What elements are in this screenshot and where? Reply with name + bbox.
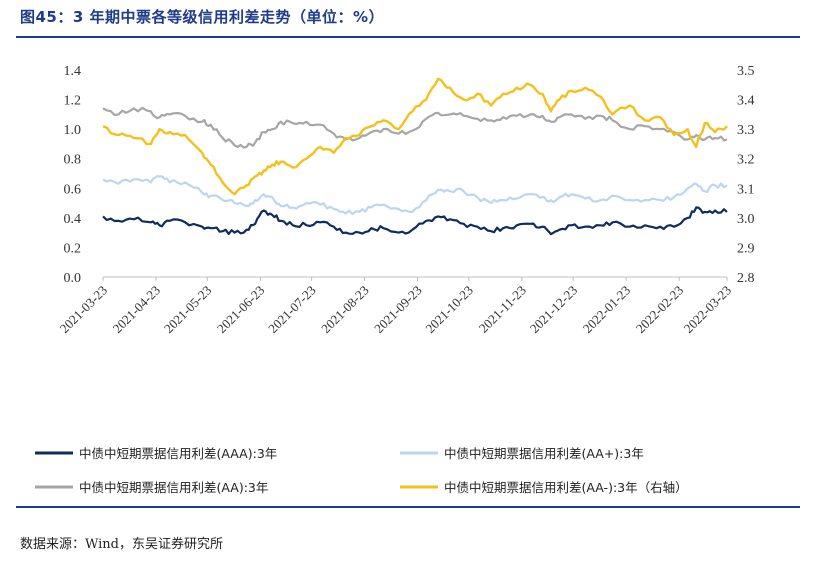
y-right-tick-label: 3.4 (737, 94, 755, 109)
y-left-tick-label: 0.0 (64, 271, 82, 286)
y-right-tick-label: 3.3 (737, 123, 755, 138)
x-tick-label: 2021-06-23 (214, 283, 268, 337)
series-lines (102, 77, 728, 236)
series-line-AA (102, 106, 728, 149)
chart-title: 图45：3 年期中票各等级信用利差走势（单位：%） (20, 8, 385, 26)
y-left-tick-label: 0.4 (64, 212, 82, 227)
series-line-AAA (102, 206, 728, 236)
footer-rule (16, 506, 800, 508)
x-tick-label: 2021-04-23 (110, 283, 164, 337)
x-tick-label: 2021-05-23 (161, 283, 215, 337)
y-right-tick-label: 3.5 (737, 64, 755, 79)
x-tick-label: 2021-07-23 (265, 283, 319, 337)
y-left-tick-label: 0.6 (64, 182, 82, 197)
x-tick-label: 2022-02-23 (633, 283, 687, 337)
y-right-tick-label: 3.0 (737, 212, 755, 227)
series-line-AA_minus (102, 77, 728, 196)
y-left-tick-label: 1.0 (64, 123, 82, 138)
source-note: 数据来源：Wind，东吴证券研究所 (20, 537, 223, 552)
x-tick-label: 2022-03-23 (681, 283, 735, 337)
y-left-tick-label: 1.4 (64, 64, 82, 79)
legend: 中债中短期票据信用利差(AAA):3年 中债中短期票据信用利差(AA+):3年中债… (35, 446, 688, 495)
x-tick-label: 2021-03-23 (57, 283, 111, 337)
y-right-tick-label: 3.1 (737, 182, 755, 197)
y-left-tick-label: 1.2 (64, 94, 82, 109)
legend-label-AA_plus: 中债中短期票据信用利差(AA+):3年 (444, 446, 644, 461)
x-tick-label: 2021-10-23 (422, 283, 476, 337)
x-tick-label: 2021-11-23 (476, 283, 529, 336)
series-line-AA_plus (102, 175, 728, 216)
x-tick-label: 2022-01-23 (580, 283, 634, 337)
x-tick-label: 2021-08-23 (318, 283, 372, 337)
y-right-tick-label: 2.8 (737, 271, 755, 286)
y-left-tick-label: 0.8 (64, 153, 82, 168)
y-left-tick-label: 0.2 (64, 241, 82, 256)
x-tick-label: 2021-09-23 (371, 283, 425, 337)
legend-label-AA: 中债中短期票据信用利差(AA):3年 (79, 480, 268, 495)
title-rule (16, 36, 800, 38)
x-tick-label: 2021-12-23 (527, 283, 581, 337)
y-right-tick-label: 3.2 (737, 153, 755, 168)
legend-label-AAA: 中债中短期票据信用利差(AAA):3年 (79, 446, 277, 461)
y-right-tick-label: 2.9 (737, 241, 755, 256)
legend-label-AA_minus: 中债中短期票据信用利差(AA-):3年（右轴） (444, 480, 688, 495)
